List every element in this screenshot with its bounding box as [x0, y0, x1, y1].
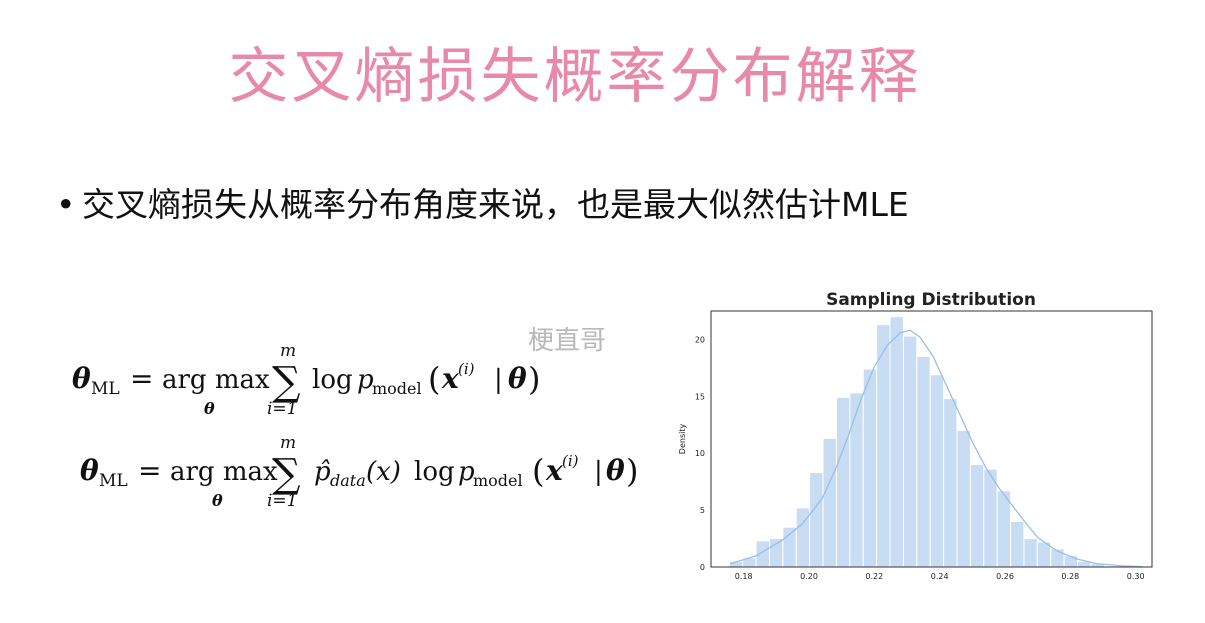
p-symbol: p [357, 365, 374, 395]
y-tick-label: 5 [700, 506, 705, 515]
x-tick-label: 0.18 [735, 572, 753, 581]
slide-title: 交叉熵损失概率分布解释 [228, 42, 922, 112]
y-tick-label: 20 [695, 335, 705, 344]
histogram-bar [876, 324, 891, 568]
histogram-bar [929, 374, 945, 568]
histogram-bar [956, 429, 971, 568]
theta-param: θ [508, 362, 527, 395]
bullet-text: 交叉熵损失从概率分布角度来说，也是最大似然估计MLE [82, 185, 909, 224]
x-symbol: x [545, 454, 563, 487]
histogram-bar [835, 396, 851, 568]
left-paren-icon: ( [532, 452, 544, 490]
watermark: 梗直哥 [528, 326, 607, 356]
argmax-operator: arg max [170, 457, 278, 487]
histogram-bar [889, 316, 904, 568]
histogram-bar [1063, 555, 1079, 568]
histogram-bar [862, 368, 878, 568]
mle-formula-1-svg: θ ML = arg max θ m ∑ i=1 log p model ( x… [72, 341, 540, 419]
p-hat-argument: (x) [366, 457, 401, 487]
theta-param: θ [606, 454, 625, 487]
theta-symbol: θ [80, 454, 99, 487]
theta-symbol: θ [72, 362, 91, 395]
p-hat-subscript: data [330, 471, 366, 490]
equals-sign: = [130, 362, 153, 395]
sum-upper-limit: m [280, 341, 296, 361]
histogram-bar [782, 526, 797, 568]
x-tick-label: 0.30 [1127, 572, 1145, 581]
p-subscript: model [473, 471, 523, 490]
histogram-bar [809, 472, 824, 568]
histogram-bar [1023, 538, 1038, 568]
p-symbol: p [458, 457, 475, 487]
y-tick-label: 0 [700, 563, 705, 572]
argmax-operator: arg max [162, 365, 270, 395]
given-bar: | [594, 457, 603, 487]
mle-formula-1: θ ML = arg max θ m ∑ i=1 log p model ( x… [72, 340, 552, 434]
kde-curve [730, 329, 1143, 568]
equals-sign: = [138, 454, 161, 487]
x-tick-label: 0.24 [931, 572, 949, 581]
p-subscript: model [372, 379, 422, 398]
left-paren-icon: ( [428, 360, 440, 398]
bars-group [728, 316, 1119, 568]
sampling-distribution-chart: Sampling Distribution Density 0.18 0.20 0.… [675, 285, 1165, 594]
p-hat-symbol: p̂ [314, 457, 331, 487]
argmax-subscript: θ [204, 399, 215, 418]
given-bar: | [494, 365, 503, 395]
x-tick-label: 0.20 [800, 572, 818, 581]
histogram-bar [755, 540, 770, 568]
histogram-bar [902, 335, 918, 568]
y-axis-ticks: 0 5 10 15 20 [695, 335, 705, 572]
argmax-subscript: θ [212, 491, 223, 510]
y-tick-label: 15 [695, 392, 705, 401]
y-tick-label: 10 [695, 449, 705, 458]
x-tick-label: 0.26 [996, 572, 1014, 581]
right-paren-icon: ) [626, 452, 638, 490]
x-superscript: (i) [562, 452, 579, 470]
y-axis-label: Density [678, 424, 687, 455]
log-text: log [312, 365, 353, 395]
x-tick-label: 0.28 [1061, 572, 1079, 581]
histogram-bar [822, 437, 837, 568]
sum-upper-limit: m [280, 433, 296, 453]
histogram-bar [943, 398, 958, 568]
sum-lower-limit: i=1 [267, 491, 298, 511]
bullet-point: • 交叉熵损失从概率分布角度来说，也是最大似然估计MLE [56, 178, 909, 226]
x-symbol: x [441, 362, 459, 395]
x-axis-ticks: 0.18 0.20 0.22 0.24 0.26 0.28 0.30 [735, 572, 1145, 581]
histogram-bar [996, 490, 1012, 568]
histogram-bar [969, 464, 985, 568]
bullet-dot-icon: • [56, 185, 76, 224]
plot-frame [710, 310, 1153, 568]
histogram-bar [849, 392, 864, 568]
right-paren-icon: ) [528, 360, 540, 398]
histogram-bar [916, 356, 931, 568]
log-text: log [414, 457, 455, 487]
sum-icon: ∑ [272, 451, 301, 497]
mle-formula-2-svg: θ ML = arg max θ m ∑ i=1 p̂ data (x) log… [80, 433, 638, 511]
sum-icon: ∑ [272, 359, 301, 405]
sum-lower-limit: i=1 [267, 399, 298, 419]
chart-title: Sampling Distribution [826, 290, 1036, 310]
lhs-subscript: ML [91, 379, 120, 399]
x-tick-label: 0.22 [865, 572, 883, 581]
chart-svg: Sampling Distribution Density 0.18 0.20 0.… [678, 290, 1153, 581]
histogram-bar [1010, 520, 1025, 568]
histogram-bar [983, 468, 998, 568]
x-superscript: (i) [458, 360, 475, 378]
lhs-subscript: ML [99, 471, 128, 491]
mle-formula-2: θ ML = arg max θ m ∑ i=1 p̂ data (x) log… [80, 432, 640, 526]
histogram-bar [768, 538, 784, 568]
